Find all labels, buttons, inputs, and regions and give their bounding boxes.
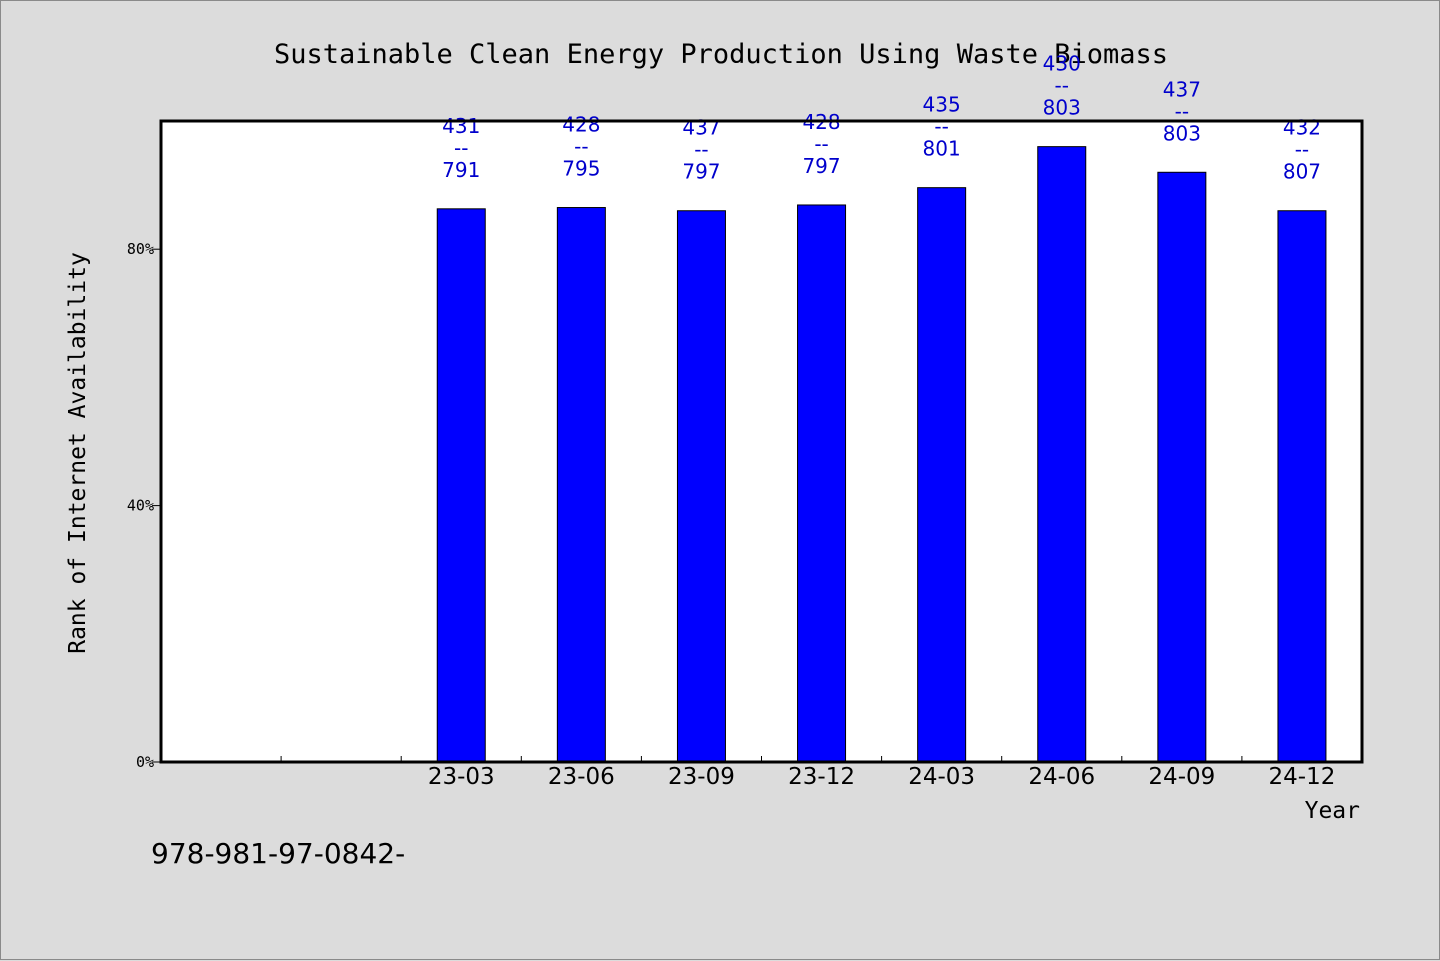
x-tick-label: 24-12 <box>1269 764 1336 790</box>
y-tick-label: 0% <box>136 753 154 771</box>
bar <box>1037 146 1087 763</box>
data-label: -- <box>934 115 948 139</box>
data-label: 432 <box>1283 116 1321 140</box>
data-label: -- <box>694 138 708 162</box>
data-label: 428 <box>562 113 600 137</box>
x-tick-label: 24-09 <box>1148 764 1215 790</box>
data-label: -- <box>1295 138 1309 162</box>
data-label: 435 <box>923 93 961 117</box>
plot-border <box>159 119 1364 764</box>
bar <box>1157 171 1207 763</box>
x-axis: 23-03 23-06 23-09 23-12 24-03 24-06 24-09 24-12 <box>280 756 1336 790</box>
bar <box>917 187 967 763</box>
data-label: -- <box>574 135 588 159</box>
bar <box>1277 210 1327 763</box>
bar <box>797 204 847 763</box>
bar <box>676 210 726 763</box>
x-tick-label: 23-12 <box>788 764 855 790</box>
x-tick-label: 24-06 <box>1028 764 1095 790</box>
data-label: 803 <box>1043 96 1081 120</box>
y-tick-label: 40% <box>127 497 154 515</box>
x-tick-label: 23-09 <box>668 764 735 790</box>
x-tick-label: 23-06 <box>548 764 615 790</box>
data-label: 437 <box>1163 77 1201 101</box>
data-label: 797 <box>802 154 840 178</box>
y-tick-label: 80% <box>127 240 154 258</box>
y-axis-title: Rank of Internet Availability <box>65 252 91 654</box>
x-axis-title: Year <box>1305 798 1360 824</box>
data-labels-layer: 431--791428--795437--797428--797435--801… <box>442 52 1321 184</box>
data-label: 807 <box>1283 160 1321 184</box>
data-label: -- <box>1055 74 1069 98</box>
footer-code: 978-981-97-0842- <box>151 837 405 870</box>
data-label: 803 <box>1163 121 1201 145</box>
bars-layer <box>436 146 1327 763</box>
data-label: -- <box>814 132 828 156</box>
bar <box>436 208 486 763</box>
data-label: 795 <box>562 157 600 181</box>
x-tick-label: 23-03 <box>428 764 495 790</box>
data-label: -- <box>454 136 468 160</box>
data-label: 791 <box>442 158 480 182</box>
data-label: 797 <box>682 160 720 184</box>
data-label: -- <box>1175 99 1189 123</box>
data-label: 431 <box>442 114 480 138</box>
chart-title: Sustainable Clean Energy Production Usin… <box>274 39 1168 70</box>
x-tick-label: 24-03 <box>908 764 975 790</box>
data-label: 801 <box>923 137 961 161</box>
data-label: 430 <box>1043 52 1081 76</box>
y-axis: 0% 40% 80% <box>127 240 161 771</box>
bar <box>556 207 606 763</box>
data-label: 437 <box>682 116 720 140</box>
